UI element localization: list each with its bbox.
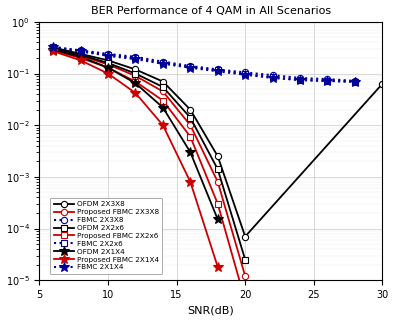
FBMC 2X1X4 bbox=[51, 46, 56, 49]
FBMC 2X3X8 bbox=[243, 71, 247, 74]
Proposed FBMC 2X1X4 bbox=[188, 180, 193, 184]
Proposed FBMC 2X3X8 bbox=[188, 123, 193, 127]
Proposed FBMC 2X2x6 bbox=[243, 299, 247, 303]
FBMC 2X2x6 bbox=[325, 79, 330, 83]
Proposed FBMC 2X2x6 bbox=[51, 48, 56, 52]
FBMC 2X1X4 bbox=[106, 54, 110, 58]
Proposed FBMC 2X2x6 bbox=[78, 56, 83, 60]
FBMC 2X3X8 bbox=[325, 77, 330, 81]
FBMC 2X2x6 bbox=[106, 53, 110, 57]
OFDM 2X1X4 bbox=[106, 66, 110, 70]
Proposed FBMC 2X1X4 bbox=[216, 265, 220, 269]
Proposed FBMC 2X2x6 bbox=[188, 135, 193, 139]
Line: OFDM 2X3X8: OFDM 2X3X8 bbox=[50, 44, 385, 240]
FBMC 2X1X4 bbox=[270, 76, 275, 80]
FBMC 2X2x6 bbox=[270, 75, 275, 79]
FBMC 2X2x6 bbox=[51, 46, 56, 49]
FBMC 2X1X4 bbox=[353, 80, 357, 84]
OFDM 2X1X4 bbox=[188, 150, 193, 154]
Proposed FBMC 2X1X4 bbox=[51, 49, 56, 53]
Line: OFDM 2X1X4: OFDM 2X1X4 bbox=[48, 45, 223, 224]
OFDM 2X2x6 bbox=[106, 61, 110, 65]
FBMC 2X1X4 bbox=[78, 49, 83, 53]
OFDM 2X1X4 bbox=[216, 218, 220, 221]
FBMC 2X2x6 bbox=[216, 68, 220, 72]
FBMC 2X3X8 bbox=[188, 64, 193, 68]
FBMC 2X1X4 bbox=[325, 79, 330, 83]
Proposed FBMC 2X3X8 bbox=[160, 90, 165, 93]
FBMC 2X2x6 bbox=[133, 56, 138, 60]
OFDM 2X2x6 bbox=[51, 46, 56, 50]
Proposed FBMC 2X1X4 bbox=[160, 123, 165, 127]
OFDM 2X1X4 bbox=[78, 55, 83, 59]
Line: Proposed FBMC 2X2x6: Proposed FBMC 2X2x6 bbox=[50, 47, 248, 304]
FBMC 2X3X8 bbox=[298, 76, 303, 80]
FBMC 2X1X4 bbox=[188, 66, 193, 70]
FBMC 2X3X8 bbox=[270, 73, 275, 77]
FBMC 2X3X8 bbox=[133, 55, 138, 59]
OFDM 2X2x6 bbox=[243, 258, 247, 262]
OFDM 2X3X8 bbox=[106, 58, 110, 62]
OFDM 2X3X8 bbox=[160, 80, 165, 83]
FBMC 2X3X8 bbox=[106, 52, 110, 56]
OFDM 2X2x6 bbox=[133, 72, 138, 75]
Line: Proposed FBMC 2X1X4: Proposed FBMC 2X1X4 bbox=[48, 47, 223, 272]
FBMC 2X1X4 bbox=[160, 62, 165, 65]
Proposed FBMC 2X3X8 bbox=[106, 63, 110, 66]
FBMC 2X1X4 bbox=[243, 73, 247, 77]
Line: OFDM 2X2x6: OFDM 2X2x6 bbox=[50, 45, 248, 263]
FBMC 2X1X4 bbox=[298, 78, 303, 82]
Line: FBMC 2X1X4: FBMC 2X1X4 bbox=[48, 43, 360, 87]
X-axis label: SNR(dB): SNR(dB) bbox=[188, 306, 234, 316]
Proposed FBMC 2X2x6 bbox=[106, 66, 110, 70]
FBMC 2X3X8 bbox=[51, 45, 56, 49]
OFDM 2X1X4 bbox=[51, 48, 56, 52]
Proposed FBMC 2X2x6 bbox=[160, 99, 165, 102]
FBMC 2X2x6 bbox=[78, 49, 83, 53]
Proposed FBMC 2X3X8 bbox=[133, 74, 138, 78]
OFDM 2X2x6 bbox=[188, 116, 193, 120]
OFDM 2X2x6 bbox=[78, 53, 83, 57]
Proposed FBMC 2X1X4 bbox=[133, 91, 138, 95]
Proposed FBMC 2X2x6 bbox=[216, 202, 220, 206]
Line: Proposed FBMC 2X3X8: Proposed FBMC 2X3X8 bbox=[50, 46, 248, 279]
FBMC 2X2x6 bbox=[243, 72, 247, 76]
OFDM 2X1X4 bbox=[133, 81, 138, 85]
FBMC 2X3X8 bbox=[160, 60, 165, 64]
OFDM 2X2x6 bbox=[216, 167, 220, 171]
Proposed FBMC 2X1X4 bbox=[78, 58, 83, 62]
Proposed FBMC 2X1X4 bbox=[106, 72, 110, 75]
Proposed FBMC 2X2x6 bbox=[133, 80, 138, 83]
FBMC 2X2x6 bbox=[160, 61, 165, 65]
OFDM 2X3X8 bbox=[133, 67, 138, 71]
Proposed FBMC 2X3X8 bbox=[78, 54, 83, 58]
Title: BER Performance of 4 QAM in All Scenarios: BER Performance of 4 QAM in All Scenario… bbox=[91, 5, 331, 15]
FBMC 2X1X4 bbox=[216, 69, 220, 73]
Proposed FBMC 2X3X8 bbox=[51, 47, 56, 51]
FBMC 2X2x6 bbox=[353, 80, 357, 83]
OFDM 2X1X4 bbox=[160, 106, 165, 109]
OFDM 2X3X8 bbox=[216, 154, 220, 158]
FBMC 2X1X4 bbox=[133, 57, 138, 61]
FBMC 2X3X8 bbox=[353, 79, 357, 83]
OFDM 2X3X8 bbox=[51, 46, 56, 49]
OFDM 2X3X8 bbox=[188, 108, 193, 112]
OFDM 2X3X8 bbox=[380, 82, 385, 86]
Proposed FBMC 2X3X8 bbox=[216, 180, 220, 184]
Proposed FBMC 2X3X8 bbox=[243, 274, 247, 278]
FBMC 2X2x6 bbox=[188, 65, 193, 69]
FBMC 2X3X8 bbox=[78, 48, 83, 52]
FBMC 2X2x6 bbox=[298, 78, 303, 82]
Line: FBMC 2X3X8: FBMC 2X3X8 bbox=[50, 44, 358, 84]
FBMC 2X3X8 bbox=[216, 67, 220, 71]
Line: FBMC 2X2x6: FBMC 2X2x6 bbox=[50, 44, 358, 85]
Legend: OFDM 2X3X8, Proposed FBMC 2X3X8, FBMC 2X3X8, OFDM 2X2x6, Proposed FBMC 2X2x6, FB: OFDM 2X3X8, Proposed FBMC 2X3X8, FBMC 2X… bbox=[50, 198, 162, 274]
OFDM 2X3X8 bbox=[78, 52, 83, 56]
OFDM 2X2x6 bbox=[160, 85, 165, 89]
OFDM 2X3X8 bbox=[243, 235, 247, 239]
